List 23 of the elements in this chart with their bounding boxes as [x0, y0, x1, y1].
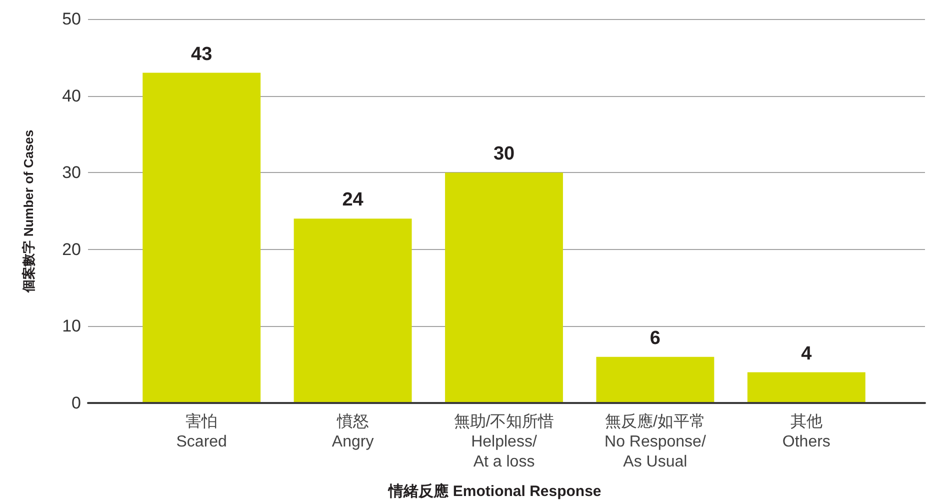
data-label: 43: [191, 44, 212, 65]
y-axis-title: 個案數字 Number of Cases: [21, 130, 36, 294]
x-tick-label: 無反應/如平常 No Response/ As Usual: [604, 412, 706, 470]
x-tick-label: 無助/不知所惜 Helpless/ At a loss: [454, 412, 554, 470]
x-axis-title: 情緒反應 Emotional Response: [388, 482, 602, 500]
y-tick-label: 30: [62, 163, 81, 182]
bar: [747, 372, 866, 403]
x-tick-label: 害怕 Scared: [176, 412, 227, 450]
y-tick-label: 0: [72, 394, 81, 412]
data-label: 6: [650, 328, 660, 349]
y-tick-label: 40: [62, 86, 81, 106]
bar: [294, 218, 412, 403]
y-tick-label: 50: [62, 10, 81, 28]
data-label: 30: [493, 144, 515, 165]
bar: [596, 356, 714, 403]
y-tick-label: 10: [62, 316, 81, 336]
x-tick-label: 其他 Others: [782, 412, 830, 450]
data-label: 24: [342, 190, 364, 211]
data-label: 4: [801, 343, 812, 364]
x-tick-label: 憤怒 Angry: [332, 412, 374, 450]
y-tick-label: 20: [62, 240, 81, 259]
bar: [142, 72, 261, 403]
bar: [445, 172, 563, 403]
